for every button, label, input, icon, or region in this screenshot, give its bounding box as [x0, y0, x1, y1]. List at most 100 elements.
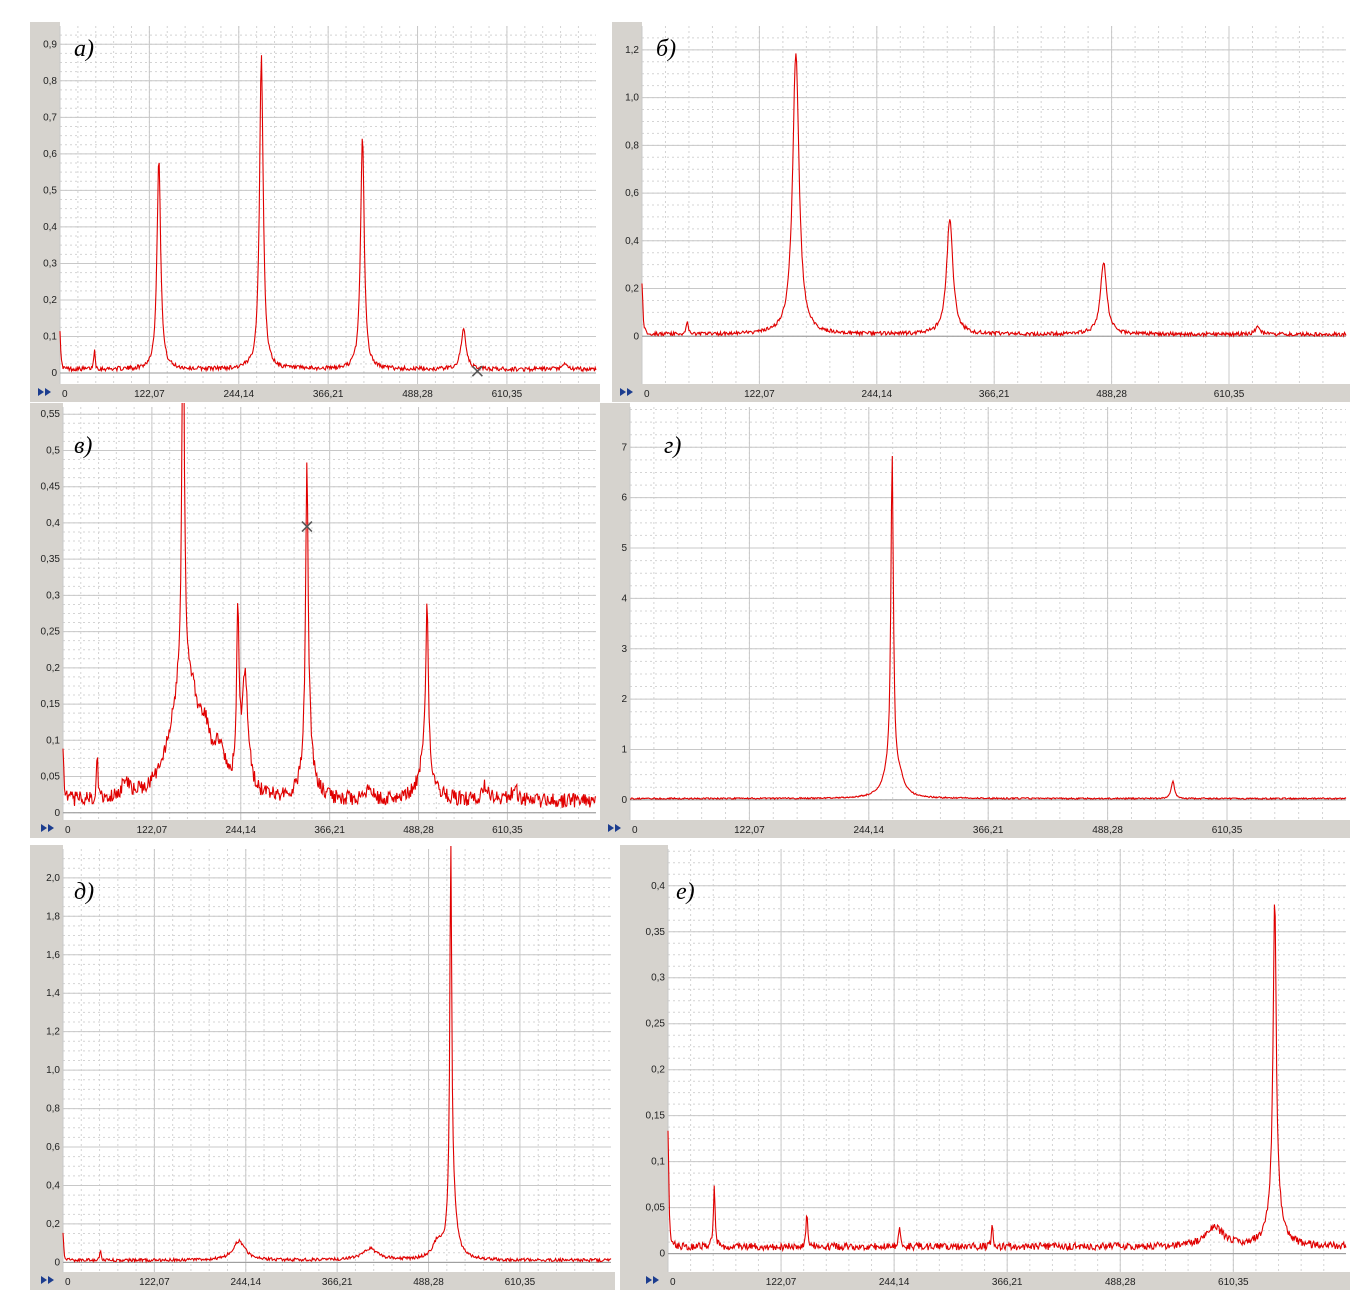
x-tick-label: 366,21	[992, 1277, 1023, 1288]
x-tick-label: 244,14	[862, 389, 893, 400]
x-tick-label: 366,21	[979, 389, 1010, 400]
y-tick-label: 0,35	[41, 554, 61, 565]
chart-svg-f: 0 0,05 0,1 0,15 0,2 0,25 0,3 0,35 0,4 0 122,07 244,…	[620, 845, 1350, 1290]
fast-forward-icon	[608, 824, 621, 832]
x-axis-strip	[620, 1272, 1350, 1290]
y-tick-label: 0,4	[651, 881, 665, 892]
fast-forward-icon-shape	[620, 388, 633, 396]
y-tick-label: 5	[621, 543, 627, 554]
chart-svg-d: 0 1 2 3 4 5 6 7 0 122,07 244,14 366,21 488,28 610,35	[600, 403, 1350, 838]
chart-panel-a: 0 0,1 0,2 0,3 0,4 0,5 0,6 0,7 0,8 0,9 0 122,07 244,1…	[30, 22, 600, 402]
y-tick-label: 0,2	[43, 295, 57, 306]
series-line-d	[629, 455, 1347, 801]
y-tick-label: 2	[621, 694, 627, 705]
panel-label-f: е)	[676, 879, 695, 905]
series-line-c	[62, 403, 597, 808]
y-tick-label: 0,2	[625, 284, 639, 295]
y-axis-strip	[620, 845, 668, 1290]
y-tick-label: 0,1	[651, 1157, 665, 1168]
y-tick-label: 0,5	[43, 185, 57, 196]
y-tick-label: 7	[621, 442, 627, 453]
chart-panel-c: 0 0,05 0,1 0,15 0,2 0,25 0,3 0,35 0,4 0,45 0,5 0,55…	[30, 403, 600, 838]
y-tick-label: 0,4	[46, 1180, 60, 1191]
y-axis-strip	[30, 22, 60, 402]
x-tick-label: 488,28	[402, 389, 433, 400]
y-tick-label: 1,4	[46, 988, 60, 999]
x-tick-label: 610,35	[492, 825, 523, 836]
x-tick-label: 488,28	[403, 825, 434, 836]
y-tick-label: 0,4	[43, 222, 57, 233]
y-tick-label: 6	[621, 493, 627, 504]
x-tick-label: 610,35	[1212, 825, 1243, 836]
x-axis-strip	[612, 384, 1350, 402]
x-tick-label: 488,28	[1096, 389, 1127, 400]
x-tick-label: 244,14	[230, 1277, 261, 1288]
x-tick-label: 488,28	[1092, 825, 1123, 836]
y-tick-label: 0	[54, 1257, 60, 1268]
y-tick-label: 4	[621, 593, 627, 604]
x-tick-label: 0	[632, 825, 638, 836]
y-tick-label: 0,4	[46, 518, 60, 529]
y-tick-label: 1	[621, 744, 627, 755]
y-tick-label: 0,35	[646, 927, 666, 938]
x-tick-label: 366,21	[322, 1277, 353, 1288]
x-tick-label: 610,35	[492, 389, 523, 400]
x-tick-label: 488,28	[1105, 1277, 1136, 1288]
y-tick-label: 0,25	[646, 1019, 666, 1030]
chart-svg-a: 0 0,1 0,2 0,3 0,4 0,5 0,6 0,7 0,8 0,9 0 122,07 244,1…	[30, 22, 600, 402]
y-tick-label: 0,1	[43, 332, 57, 343]
x-tick-label: 122,07	[139, 1277, 170, 1288]
chart-svg-c: 0 0,05 0,1 0,15 0,2 0,25 0,3 0,35 0,4 0,45 0,5 0,55…	[30, 403, 600, 838]
y-tick-label: 0,3	[651, 973, 665, 984]
fast-forward-icon-shape	[646, 1276, 659, 1284]
y-tick-label: 0,3	[46, 590, 60, 601]
fast-forward-icon-shape	[41, 824, 54, 832]
x-axis-strip	[30, 384, 600, 402]
x-tick-label: 488,28	[413, 1277, 444, 1288]
y-tick-label: 0,8	[46, 1104, 60, 1115]
fast-forward-icon	[38, 388, 51, 396]
panel-label-b: б)	[656, 36, 677, 62]
y-tick-label: 0,2	[46, 663, 60, 674]
y-tick-label: 2,0	[46, 873, 60, 884]
y-tick-label: 1,0	[625, 93, 639, 104]
fast-forward-icon	[646, 1276, 659, 1284]
fast-forward-icon-shape	[41, 1276, 54, 1284]
y-tick-label: 0,05	[41, 772, 61, 783]
chart-panel-d: 0 1 2 3 4 5 6 7 0 122,07 244,14 366,21 488,28 610,35 …	[600, 403, 1350, 838]
series-line-a	[59, 55, 597, 374]
x-tick-label: 244,14	[223, 389, 254, 400]
x-tick-label: 0	[644, 389, 650, 400]
y-tick-label: 0,6	[625, 188, 639, 199]
y-tick-label: 1,2	[625, 45, 639, 56]
x-tick-label: 122,07	[766, 1277, 797, 1288]
y-tick-label: 1,0	[46, 1065, 60, 1076]
y-tick-label: 1,6	[46, 950, 60, 961]
x-tick-label: 122,07	[744, 389, 775, 400]
panel-label-c: в)	[74, 433, 93, 459]
panel-label-e: д)	[74, 879, 95, 905]
x-tick-label: 0	[65, 1277, 71, 1288]
y-tick-label: 0,1	[46, 735, 60, 746]
chart-svg-e: 0 0,2 0,4 0,6 0,8 1,0 1,2 1,4 1,6 1,8 2,0 0 122,07 24…	[30, 845, 615, 1290]
x-tick-label: 366,21	[973, 825, 1004, 836]
y-tick-label: 0,8	[625, 140, 639, 151]
series-line-e	[62, 845, 612, 1264]
y-tick-label: 0	[54, 808, 60, 819]
chart-panel-b: 0 0,2 0,4 0,6 0,8 1,0 1,2 0 122,07 244,14 366,21 48…	[612, 22, 1350, 402]
x-tick-label: 610,35	[505, 1277, 536, 1288]
y-tick-label: 0	[51, 368, 57, 379]
x-tick-label: 244,14	[225, 825, 256, 836]
y-tick-label: 0,15	[646, 1111, 666, 1122]
y-axis-strip	[30, 403, 63, 838]
x-tick-label: 244,14	[854, 825, 885, 836]
chart-svg-b: 0 0,2 0,4 0,6 0,8 1,0 1,2 0 122,07 244,14 366,21 48…	[612, 22, 1350, 402]
x-tick-label: 366,21	[313, 389, 344, 400]
x-tick-label: 122,07	[134, 389, 165, 400]
y-tick-label: 0,7	[43, 112, 57, 123]
x-tick-label: 610,35	[1218, 1277, 1249, 1288]
x-tick-label: 0	[65, 825, 71, 836]
y-tick-label: 0,6	[43, 149, 57, 160]
fast-forward-icon-shape	[38, 388, 51, 396]
x-axis-strip	[600, 820, 1350, 838]
